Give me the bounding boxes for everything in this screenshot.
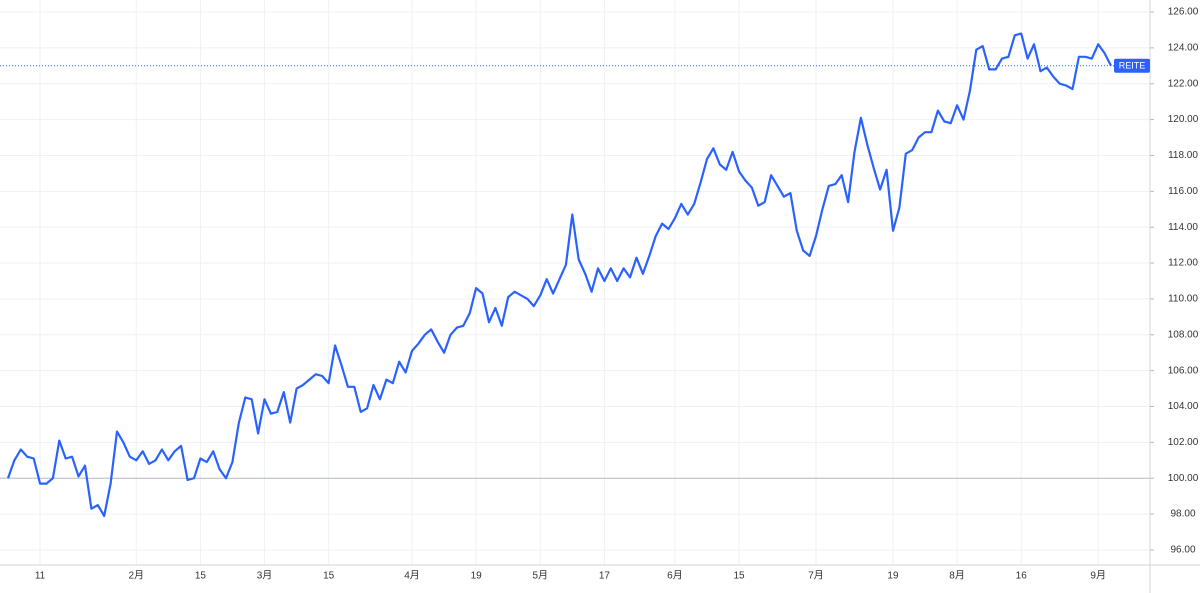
legend-badge xyxy=(1114,58,1150,73)
y-tick-label: 118.00 xyxy=(1168,150,1198,161)
legend-label: REITE xyxy=(1119,61,1146,71)
y-tick-label: 126.00 xyxy=(1168,7,1199,18)
y-tick-label: 116.00 xyxy=(1168,186,1198,197)
y-tick-label: 122.00 xyxy=(1168,78,1199,89)
x-tick-label: 4月 xyxy=(404,570,420,582)
x-tick-label: 7月 xyxy=(808,570,824,582)
x-tick-label: 15 xyxy=(733,571,745,582)
y-tick-label: 110.00 xyxy=(1168,294,1198,305)
x-tick-label: 17 xyxy=(599,571,611,582)
y-tick-label: 102.00 xyxy=(1168,437,1199,448)
x-tick-label: 11 xyxy=(35,571,46,582)
x-tick-label: 5月 xyxy=(532,570,548,582)
x-tick-label: 16 xyxy=(1016,571,1028,582)
x-tick-label: 19 xyxy=(471,571,483,582)
x-tick-label: 8月 xyxy=(949,570,965,582)
x-tick-label: 15 xyxy=(323,571,335,582)
y-tick-label: 112.00 xyxy=(1168,258,1198,269)
x-tick-label: 19 xyxy=(887,571,899,582)
y-tick-label: 106.00 xyxy=(1168,365,1199,376)
x-tick-label: 9月 xyxy=(1090,570,1106,582)
price-line xyxy=(6,32,1112,517)
y-tick-label: 100.00 xyxy=(1168,473,1199,484)
y-tick-label: 124.00 xyxy=(1168,43,1199,54)
y-tick-label: 108.00 xyxy=(1168,329,1199,340)
y-tick-label: 120.00 xyxy=(1168,114,1199,125)
x-tick-label: 3月 xyxy=(257,570,273,582)
grid xyxy=(0,0,1150,565)
y-tick-label: 98.00 xyxy=(1170,509,1195,520)
y-tick-label: 96.00 xyxy=(1170,545,1195,556)
y-tick-label: 114.00 xyxy=(1168,222,1198,233)
x-tick-label: 2月 xyxy=(128,570,144,582)
x-tick-label: 6月 xyxy=(667,570,683,582)
y-tick-label: 104.00 xyxy=(1168,401,1199,412)
x-tick-label: 15 xyxy=(195,571,207,582)
